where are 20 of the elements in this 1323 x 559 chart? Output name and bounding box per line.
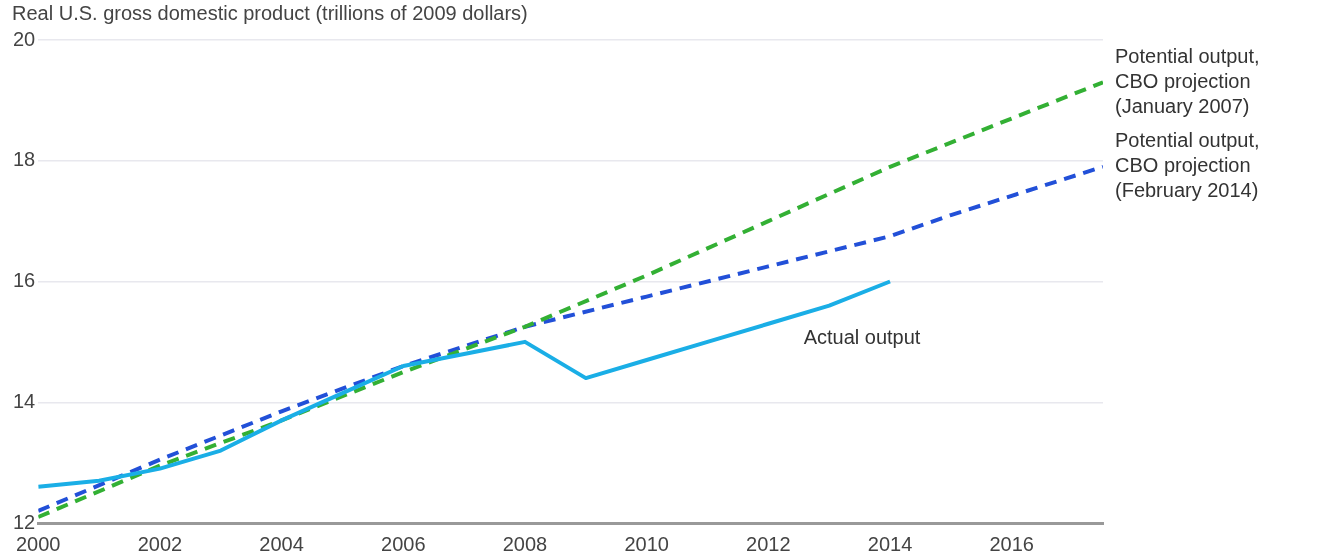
line-series bbox=[38, 164, 1103, 513]
line-series bbox=[38, 80, 1103, 519]
y-tick-label: 16 bbox=[13, 269, 36, 292]
x-tick-label: 2000 bbox=[16, 532, 61, 555]
x-tick-label: 2002 bbox=[137, 532, 183, 555]
series-label: Potential output, CBO projection (January 2007) bbox=[1115, 44, 1260, 117]
y-tick-label: 14 bbox=[13, 389, 36, 412]
y-tick-label: 18 bbox=[13, 148, 36, 171]
y-tick-label: 20 bbox=[13, 27, 36, 50]
x-tick-label: 2006 bbox=[381, 532, 426, 555]
x-tick-label: 2010 bbox=[624, 532, 669, 555]
x-tick-label: 2016 bbox=[989, 532, 1034, 555]
chart-title: Real U.S. gross domestic product (trillions of 2009 dollars) bbox=[12, 2, 528, 25]
series-label: Potential output, CBO projection (February 2014) bbox=[1115, 129, 1260, 202]
x-tick-label: 2004 bbox=[259, 532, 304, 555]
x-tick-label: 2014 bbox=[867, 532, 913, 555]
series-label: Actual output bbox=[803, 326, 921, 349]
x-tick-label: 2008 bbox=[502, 532, 548, 555]
x-tick-label: 2012 bbox=[746, 532, 791, 555]
y-tick-label: 12 bbox=[13, 510, 36, 533]
